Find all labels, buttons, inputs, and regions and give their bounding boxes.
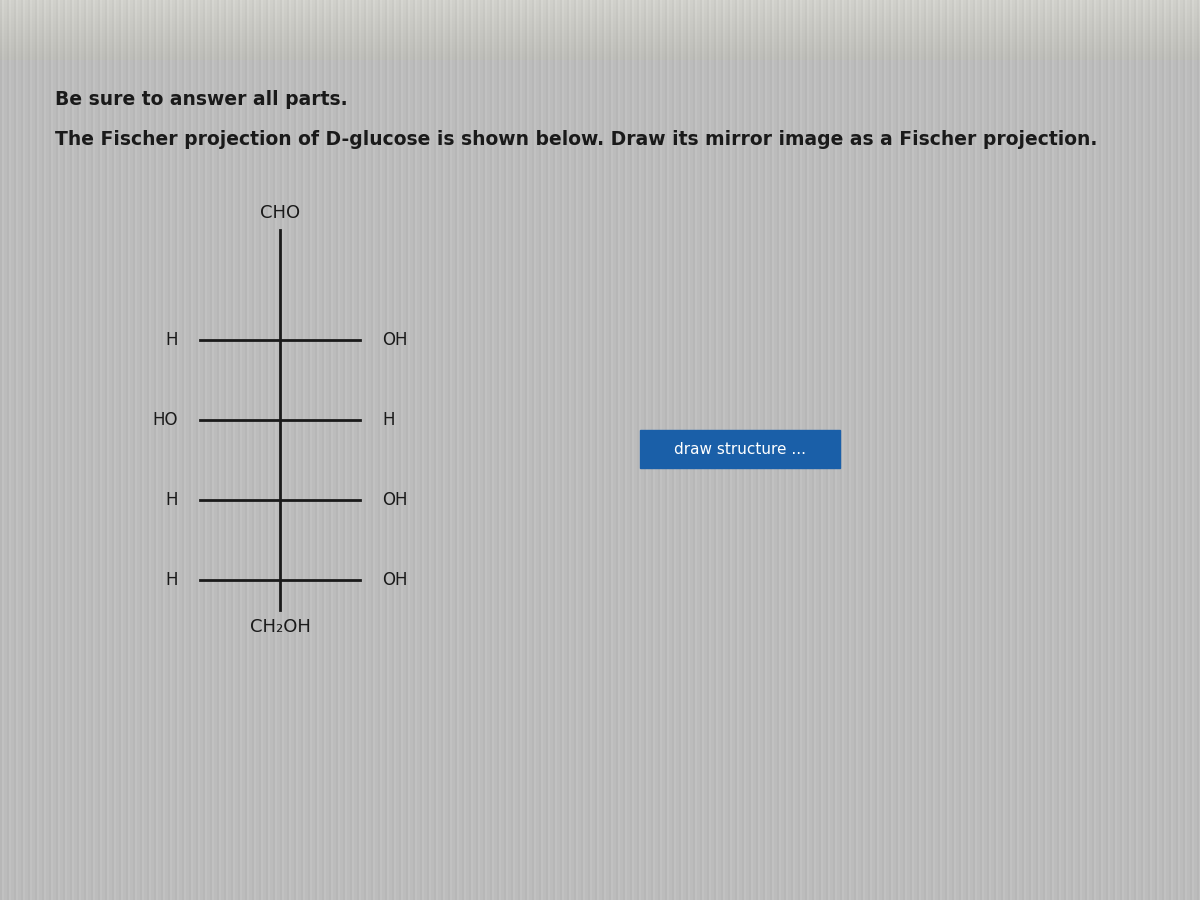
Text: HO: HO <box>152 411 178 429</box>
Text: CHO: CHO <box>260 204 300 222</box>
Text: OH: OH <box>382 571 408 589</box>
Text: The Fischer projection of D-glucose is shown below. Draw its mirror image as a F: The Fischer projection of D-glucose is s… <box>55 130 1097 149</box>
Text: CH₂OH: CH₂OH <box>250 618 311 636</box>
Text: OH: OH <box>382 331 408 349</box>
Text: draw structure ...: draw structure ... <box>674 442 806 456</box>
Text: Be sure to answer all parts.: Be sure to answer all parts. <box>55 90 348 109</box>
Text: H: H <box>166 491 178 509</box>
Text: H: H <box>166 331 178 349</box>
FancyBboxPatch shape <box>640 430 840 468</box>
Text: H: H <box>166 571 178 589</box>
Text: OH: OH <box>382 491 408 509</box>
Text: H: H <box>382 411 395 429</box>
